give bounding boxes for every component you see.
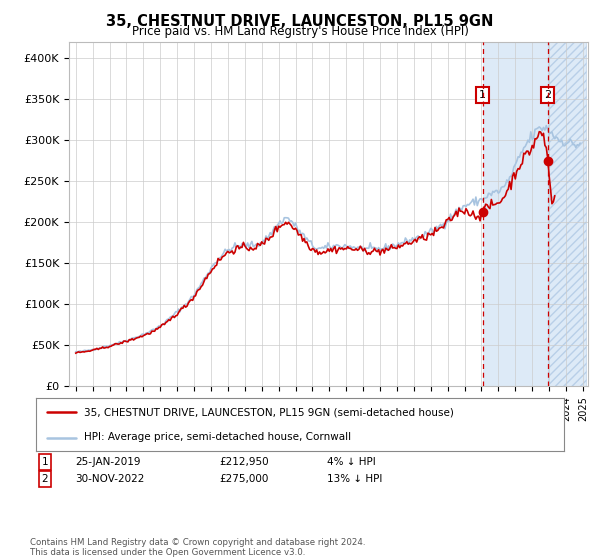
Text: HPI: Average price, semi-detached house, Cornwall: HPI: Average price, semi-detached house,… (83, 432, 350, 442)
Text: 13% ↓ HPI: 13% ↓ HPI (327, 474, 382, 484)
Text: 30-NOV-2022: 30-NOV-2022 (75, 474, 145, 484)
Text: £212,950: £212,950 (219, 457, 269, 467)
Bar (548, 42, 586, 386)
Bar (548, 42, 586, 386)
Text: Contains HM Land Registry data © Crown copyright and database right 2024.
This d: Contains HM Land Registry data © Crown c… (30, 538, 365, 557)
Bar (482, 42, 548, 386)
Text: 25-JAN-2019: 25-JAN-2019 (75, 457, 140, 467)
Text: £275,000: £275,000 (219, 474, 268, 484)
Text: 2: 2 (41, 474, 49, 484)
Text: 1: 1 (479, 90, 486, 100)
Text: 35, CHESTNUT DRIVE, LAUNCESTON, PL15 9GN: 35, CHESTNUT DRIVE, LAUNCESTON, PL15 9GN (106, 14, 494, 29)
Text: 2: 2 (544, 90, 551, 100)
Text: 1: 1 (41, 457, 49, 467)
Text: Price paid vs. HM Land Registry's House Price Index (HPI): Price paid vs. HM Land Registry's House … (131, 25, 469, 38)
Text: 35, CHESTNUT DRIVE, LAUNCESTON, PL15 9GN (semi-detached house): 35, CHESTNUT DRIVE, LAUNCESTON, PL15 9GN… (83, 408, 454, 418)
Text: 4% ↓ HPI: 4% ↓ HPI (327, 457, 376, 467)
